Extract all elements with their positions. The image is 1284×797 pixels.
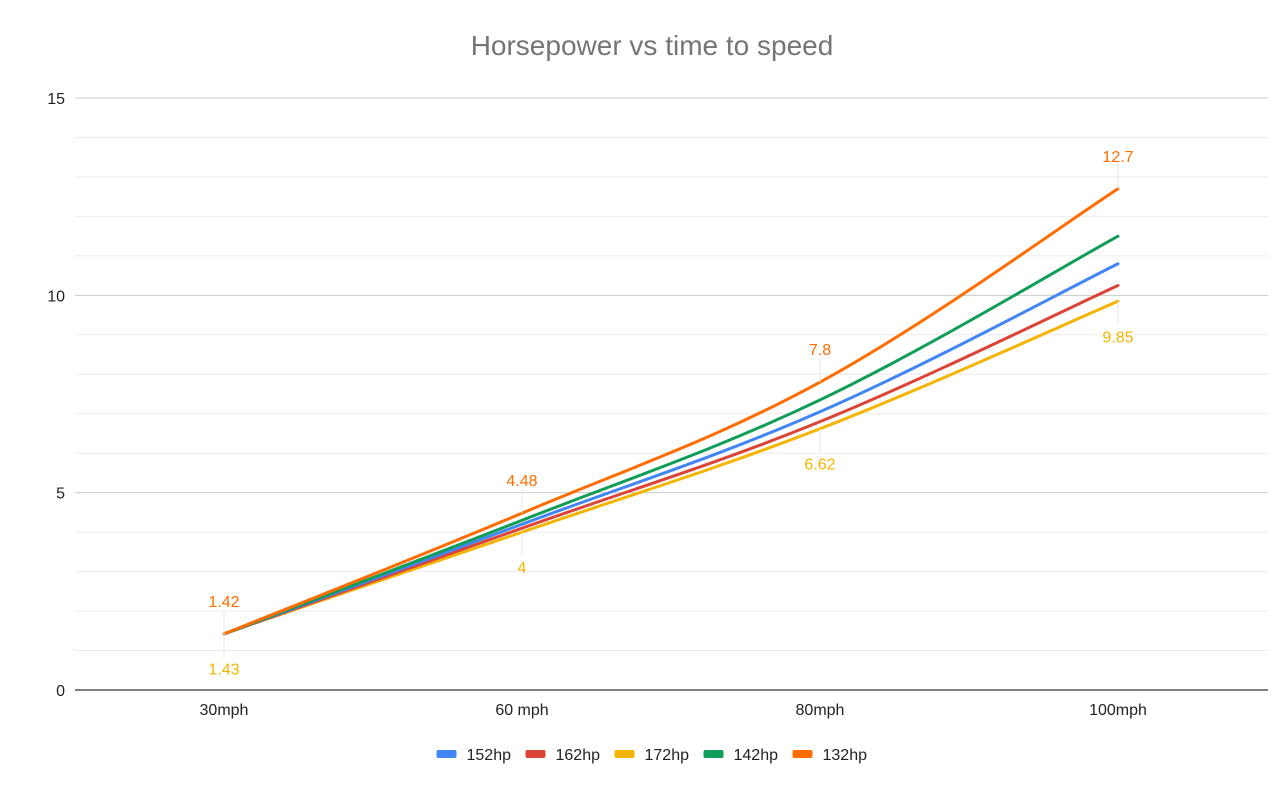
x-tick-label: 60 mph: [495, 702, 548, 719]
series-line-152hp[interactable]: [222, 262, 1120, 636]
x-tick-label: 100mph: [1089, 702, 1147, 719]
data-label: 1.43: [208, 662, 239, 679]
legend-swatch: [436, 750, 457, 758]
data-label: 1.42: [208, 594, 239, 611]
legend-item-142hp[interactable]: 142hp: [703, 747, 779, 764]
chart-title: Horsepower vs time to speed: [471, 30, 834, 61]
y-tick-label: 10: [47, 288, 65, 305]
legend-swatch: [703, 750, 724, 758]
legend-label: 172hp: [645, 747, 690, 764]
x-tick-label: 30mph: [200, 702, 249, 719]
data-label: 9.85: [1102, 329, 1133, 346]
data-labels: 1.42 1.43 4.48 4 7.8 6.62 12.7 9.85: [208, 149, 1133, 679]
x-tick-label: 80mph: [796, 702, 845, 719]
legend-label: 162hp: [556, 747, 601, 764]
legend-label: 132hp: [823, 747, 868, 764]
legend-label: 152hp: [467, 747, 512, 764]
y-tick-label: 15: [47, 91, 65, 108]
series-line-172hp[interactable]: [222, 299, 1120, 636]
series-lines: [222, 187, 1120, 636]
y-tick-label: 5: [56, 486, 65, 503]
series-line-142hp[interactable]: [222, 234, 1120, 636]
legend-swatch: [792, 750, 813, 758]
data-label: 4.48: [506, 473, 537, 490]
data-label: 12.7: [1102, 149, 1133, 166]
series-line-162hp[interactable]: [222, 283, 1120, 636]
data-label: 6.62: [804, 457, 835, 474]
legend-item-162hp[interactable]: 162hp: [525, 747, 601, 764]
data-label: 7.8: [809, 342, 831, 359]
legend[interactable]: 152hp 162hp 172hp 142hp 132hp: [436, 747, 868, 764]
legend-item-152hp[interactable]: 152hp: [436, 747, 512, 764]
data-label: 4: [518, 560, 527, 577]
legend-label: 142hp: [734, 747, 779, 764]
axes: 0 5 10 15 30mph 60 mph 80mph 100mph: [47, 91, 1268, 719]
legend-swatch: [614, 750, 635, 758]
legend-item-172hp[interactable]: 172hp: [614, 747, 690, 764]
series-line-132hp[interactable]: [222, 187, 1120, 636]
y-tick-label: 0: [56, 683, 65, 700]
gridlines: [75, 97, 1268, 652]
legend-swatch: [525, 750, 546, 758]
legend-item-132hp[interactable]: 132hp: [792, 747, 868, 764]
